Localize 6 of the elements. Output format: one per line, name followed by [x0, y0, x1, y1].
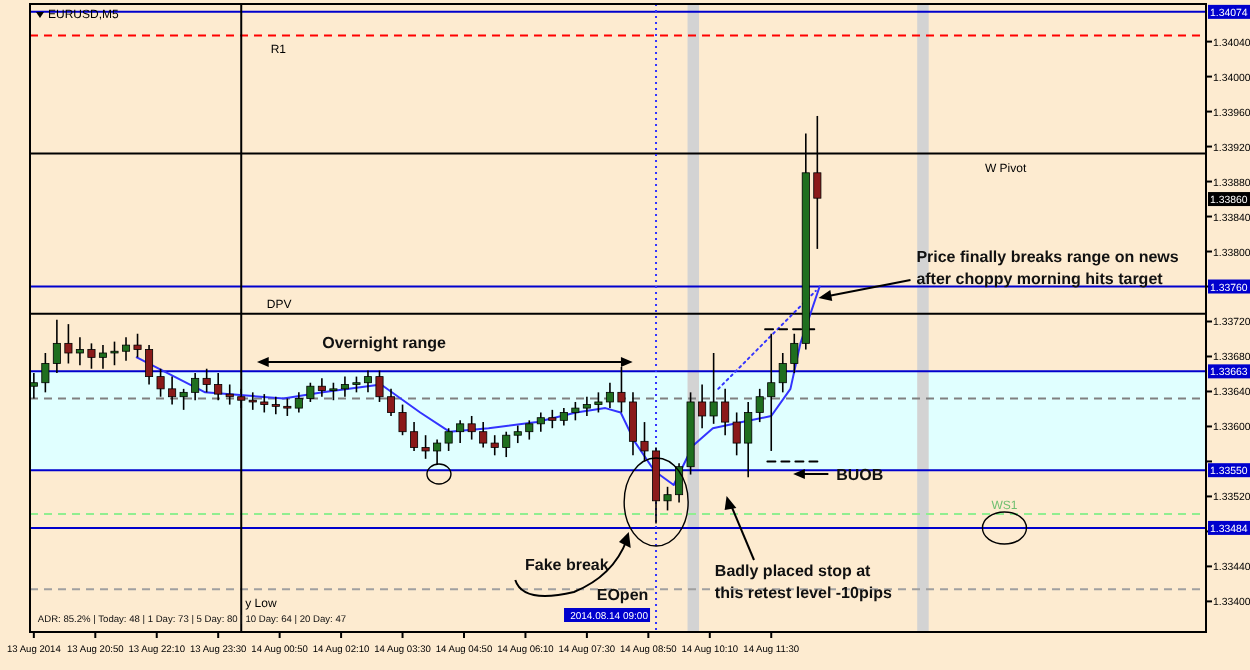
annotation: Overnight range — [322, 334, 448, 352]
annotation: Badly placed stop at this retest level -10pips — [714, 562, 893, 603]
annotation: EOpen — [596, 586, 649, 604]
annotation: Price finally breaks range on news after choppy morning hits target — [916, 248, 1180, 289]
annotation: Fake break — [525, 556, 610, 574]
annotation: BUOB — [836, 466, 884, 484]
